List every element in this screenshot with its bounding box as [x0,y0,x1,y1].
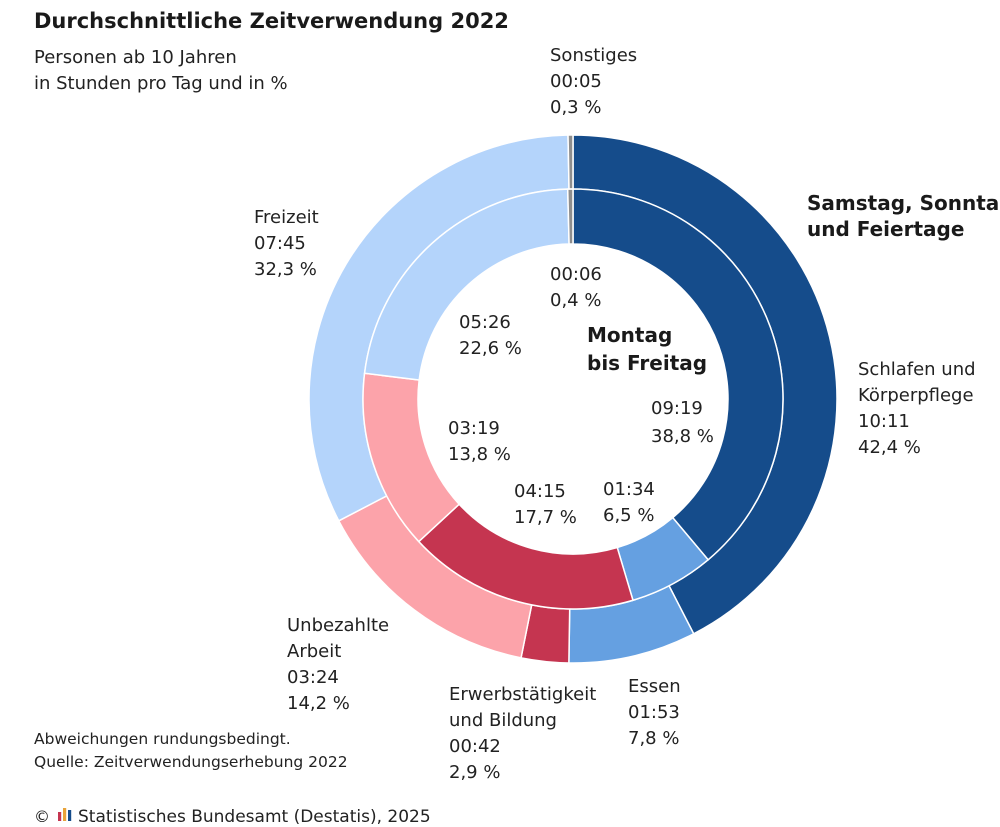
copyright-symbol: © [34,807,50,826]
outer-label-schlafen-time: 10:11 [858,411,910,432]
outer-label-schlafen-name-2: Körperpflege [858,385,974,406]
outer-label-erwerb-name-2: und Bildung [449,710,557,731]
note-source: Quelle: Zeitverwendungserhebung 2022 [34,753,348,771]
outer-label-unbezahlt-percent: 14,2 % [287,693,350,714]
outer-label-schlafen-name-1: Schlafen und [858,359,976,380]
outer-label-schlafen-percent: 42,4 % [858,437,921,458]
inner-label-essen-time: 01:34 [603,479,655,500]
outer-label-freizeit-time: 07:45 [254,233,306,254]
inner-slice-sonstiges [566,188,574,245]
inner-label-unbezahlt-time: 03:19 [448,418,500,439]
inner-ring-title-line-1: Montag [587,323,672,347]
outer-label-essen-name: Essen [628,676,681,697]
outer-label-unbezahlt-name-1: Unbezahlte [287,615,389,636]
outer-label-unbezahlt-name-2: Arbeit [287,641,341,662]
outer-ring-title-line-2: und Feiertage [807,217,964,241]
logo-bar [58,812,62,821]
inner-slice-schlafen [572,188,784,561]
outer-ring-title-line-1: Samstag, Sonntag [807,191,1000,215]
chart-subtitle-line-2: in Stunden pro Tag und in % [34,73,288,94]
inner-label-schlafen-time: 09:19 [651,398,703,419]
inner-value-labels: 09:19 38,8 % 01:34 6,5 % 04:15 17,7 % 03… [448,264,714,528]
inner-label-schlafen-percent: 38,8 % [651,426,714,447]
logo-bar [63,808,67,821]
inner-label-unbezahlt-percent: 13,8 % [448,444,511,465]
outer-label-sonstiges-name: Sonstiges [550,45,637,66]
inner-label-erwerb-time: 04:15 [514,481,566,502]
outer-label-erwerb-percent: 2,9 % [449,762,500,783]
logo-bar [68,810,72,821]
outer-label-freizeit-name: Freizeit [254,207,319,228]
outer-label-erwerb-name-1: Erwerbstätigkeit [449,684,596,705]
inner-ring-title-line-2: bis Freitag [587,351,707,375]
note-rounding: Abweichungen rundungsbedingt. [34,730,291,748]
inner-label-essen-percent: 6,5 % [603,505,654,526]
inner-label-sonstiges-time: 00:06 [550,264,602,285]
chart-subtitle-line-1: Personen ab 10 Jahren [34,47,237,68]
destatis-logo-icon [58,808,72,821]
outer-label-essen-time: 01:53 [628,702,680,723]
outer-label-essen-percent: 7,8 % [628,728,679,749]
copyright-text: Statistisches Bundesamt (Destatis), 2025 [78,807,431,827]
inner-label-freizeit-time: 05:26 [459,312,511,333]
outer-slice-sonstiges [567,134,574,190]
outer-label-unbezahlt-time: 03:24 [287,667,339,688]
inner-label-freizeit-percent: 22,6 % [459,338,522,359]
outer-label-sonstiges-percent: 0,3 % [550,97,601,118]
outer-label-sonstiges-time: 00:05 [550,71,602,92]
inner-label-sonstiges-percent: 0,4 % [550,290,601,311]
inner-ring [362,188,784,610]
outer-label-freizeit-percent: 32,3 % [254,259,317,280]
outer-category-labels: Sonstiges 00:05 0,3 % Freizeit 07:45 32,… [254,45,976,783]
outer-label-erwerb-time: 00:42 [449,736,501,757]
inner-label-erwerb-percent: 17,7 % [514,507,577,528]
chart-title: Durchschnittliche Zeitverwendung 2022 [34,9,509,33]
